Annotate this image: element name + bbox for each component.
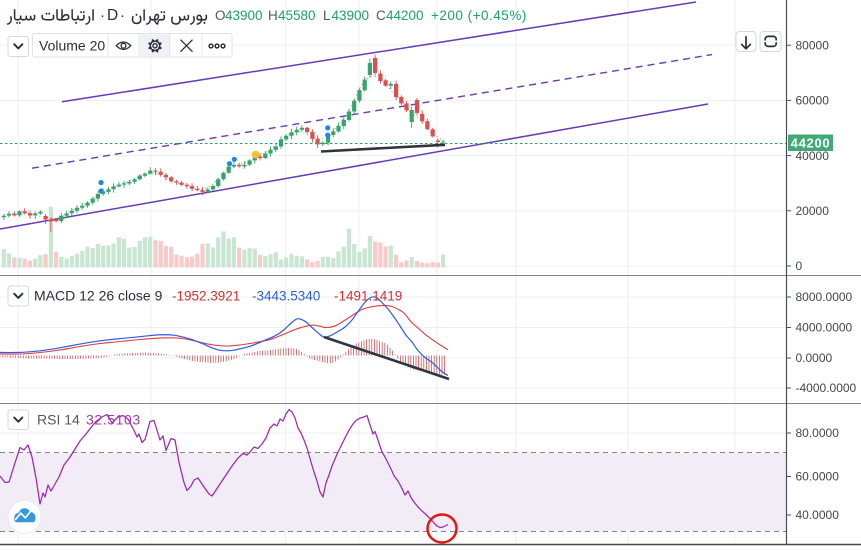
- svg-text:MACD 12 26 close 9: MACD 12 26 close 9: [34, 288, 163, 304]
- svg-text:-4000.0000: -4000.0000: [796, 381, 857, 395]
- svg-text:8000.0000: 8000.0000: [796, 290, 853, 304]
- svg-text:·: ·: [120, 7, 125, 24]
- svg-text:4000.0000: 4000.0000: [796, 321, 853, 335]
- svg-text:L: L: [323, 8, 331, 23]
- svg-text:Volume 20: Volume 20: [39, 38, 105, 54]
- svg-text:60000: 60000: [796, 94, 830, 108]
- svg-text:·: ·: [100, 7, 105, 24]
- svg-text:44200: 44200: [791, 136, 831, 151]
- svg-text:RSI 14: RSI 14: [37, 412, 80, 428]
- svg-text:C: C: [376, 8, 386, 23]
- svg-text:43900: 43900: [332, 8, 370, 23]
- svg-text:+200 (+0.45%): +200 (+0.45%): [431, 8, 527, 23]
- svg-text:32.5103: 32.5103: [86, 412, 141, 428]
- svg-text:D: D: [107, 7, 118, 24]
- svg-text:40.0000: 40.0000: [796, 508, 840, 522]
- svg-text:0: 0: [796, 259, 803, 273]
- svg-text:80.0000: 80.0000: [796, 426, 840, 440]
- svg-text:45580: 45580: [278, 8, 316, 23]
- svg-text:20000: 20000: [796, 204, 830, 218]
- svg-text:60.0000: 60.0000: [796, 470, 840, 484]
- svg-text:-1952.3921: -1952.3921: [172, 289, 240, 304]
- svg-text:43900: 43900: [225, 8, 263, 23]
- svg-text:44200: 44200: [386, 8, 424, 23]
- svg-text:O: O: [215, 8, 226, 23]
- svg-text:H: H: [268, 8, 278, 23]
- svg-text:80000: 80000: [796, 38, 830, 52]
- svg-text:40000: 40000: [796, 149, 830, 163]
- svg-text:-1491.1419: -1491.1419: [334, 289, 402, 304]
- svg-text:0.0000: 0.0000: [796, 351, 833, 365]
- svg-text:-3443.5340: -3443.5340: [252, 289, 320, 304]
